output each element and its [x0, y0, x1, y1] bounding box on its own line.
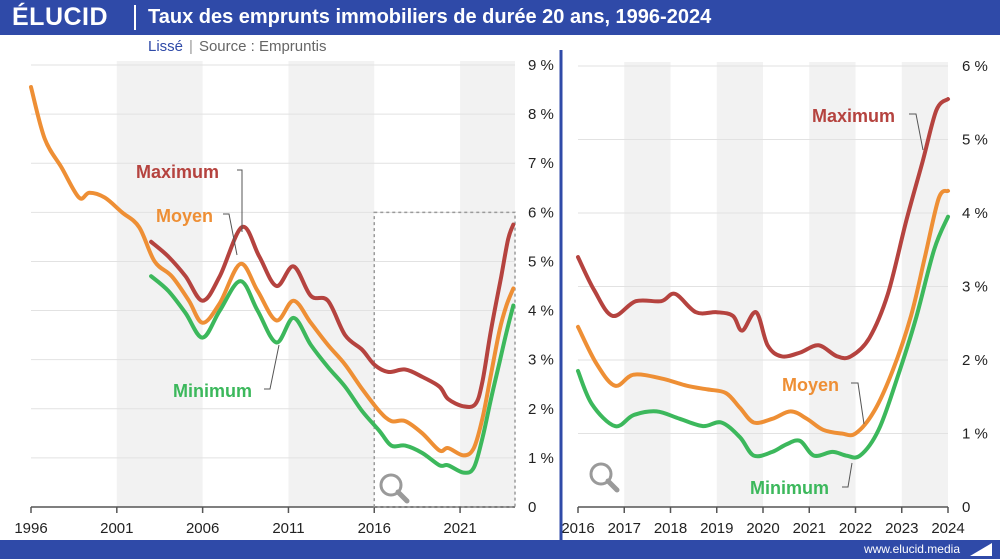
left-label-moyen: Moyen — [156, 206, 213, 226]
charts-svg: 1 % 2 % 3 % 4 % 5 % 6 % 7 % 8 % 9 % 0 1996 2001 2006… — [14, 50, 988, 540]
right-label-minimum-leader — [842, 462, 853, 488]
right-x-tick-label: 2023 — [885, 520, 918, 537]
right-band-0 — [624, 62, 671, 507]
source-note: Source : Empruntis — [198, 38, 327, 55]
right-y-tick-label-zero: 0 — [962, 499, 970, 516]
subtitle-separator: | — [189, 38, 193, 55]
left-label-maximum: Maximum — [136, 162, 219, 182]
chart-subtitle: Lissé | Source : Empruntis — [148, 38, 327, 55]
right-band-1 — [716, 62, 763, 507]
header-divider — [134, 5, 136, 30]
left-line-maximum — [149, 222, 516, 409]
right-x-tick-label: 2019 — [700, 520, 733, 537]
right-y-tick-label: 5 % — [962, 132, 988, 149]
left-label-maximum-leader — [237, 169, 243, 232]
right-y-tick-label: 3 % — [962, 279, 988, 296]
right-x-tick-label: 2017 — [608, 520, 641, 537]
left-y-tick-label: 8 % — [528, 106, 554, 123]
left-panel: 1 % 2 % 3 % 4 % 5 % 6 % 7 % 8 % 9 % 0 1996 2001 2006… — [14, 57, 554, 537]
left-x-tick-label: 2006 — [186, 520, 219, 537]
right-label-maximum-leader — [909, 113, 924, 151]
left-x-tick-label: 2016 — [358, 520, 391, 537]
header-bar: ÉLUCID Taux des emprunts immobiliers de … — [0, 0, 1000, 35]
zoom-box — [373, 211, 516, 508]
chart-title: Taux des emprunts immobiliers de durée 2… — [148, 6, 712, 28]
right-x-tick-label: 2020 — [746, 520, 779, 537]
right-x-tick-label: 2021 — [793, 520, 826, 537]
right-label-moyen: Moyen — [782, 375, 839, 395]
right-x-tick-label: 2022 — [839, 520, 872, 537]
smoothing-mode: Lissé — [148, 38, 184, 55]
right-y-tick-label: 4 % — [962, 205, 988, 222]
left-line-minimum — [149, 274, 516, 475]
left-y-tick-label: 4 % — [528, 303, 554, 320]
left-line-moyen — [29, 85, 516, 458]
right-x-tick-label: 2024 — [931, 520, 964, 537]
right-band-2 — [809, 62, 856, 507]
left-y-tick-label: 5 % — [528, 253, 554, 270]
right-line-moyen — [576, 188, 950, 438]
brand-flag-icon — [970, 543, 992, 556]
left-y-tick-label: 9 % — [528, 57, 554, 74]
left-label-minimum: Minimum — [173, 381, 252, 401]
left-x-tick-label: 1996 — [14, 520, 47, 537]
right-y-tick-label: 2 % — [962, 352, 988, 369]
footer-url[interactable]: www.elucid.media — [863, 542, 960, 556]
right-line-minimum — [576, 214, 950, 460]
left-x-tick-label: 2001 — [100, 520, 133, 537]
left-x-tick-label: 2011 — [272, 520, 304, 537]
right-label-moyen-leader — [851, 382, 865, 425]
left-x-tick-label: 2021 — [443, 520, 476, 537]
left-magnifier-icon — [379, 473, 410, 504]
right-y-tick-label: 6 % — [962, 58, 988, 75]
left-y-tick-label: 1 % — [528, 450, 554, 467]
right-x-tick-label: 2016 — [561, 520, 594, 537]
left-y-tick-label: 6 % — [528, 204, 554, 221]
right-x-tick-label: 2018 — [654, 520, 687, 537]
left-y-tick-label-zero: 0 — [528, 499, 536, 516]
left-y-tick-label: 3 % — [528, 352, 554, 369]
right-label-minimum: Minimum — [750, 478, 829, 498]
left-y-tick-label: 2 % — [528, 401, 554, 418]
left-label-moyen-leader — [223, 213, 238, 256]
left-label-minimum-leader — [264, 344, 280, 390]
right-line-maximum — [576, 97, 950, 361]
right-magnifier-icon — [589, 462, 620, 493]
left-y-tick-label: 7 % — [528, 155, 554, 172]
right-y-tick-label: 1 % — [962, 426, 988, 443]
right-panel: 1 % 2 % 3 % 4 % 5 % 6 % 0 2016 2017 2018 2019 2020 2… — [561, 58, 988, 537]
left-band-2 — [460, 61, 515, 507]
left-band-1 — [288, 61, 375, 507]
footer-bar: www.elucid.media — [0, 540, 1000, 559]
brand-logo[interactable]: ÉLUCID — [12, 3, 109, 31]
right-label-maximum: Maximum — [812, 106, 895, 126]
